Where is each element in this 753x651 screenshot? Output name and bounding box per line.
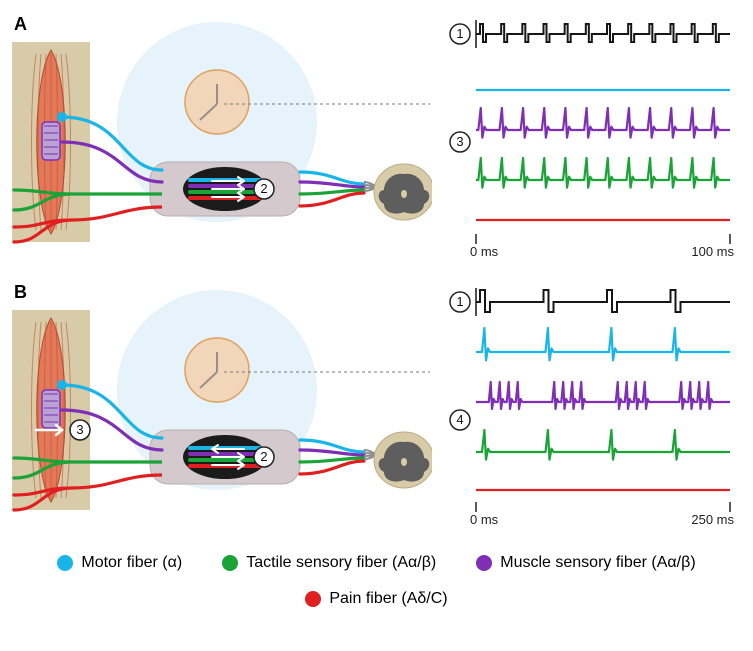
anatomy-diagram: 2 [12, 12, 432, 262]
time-end-label: 100 ms [691, 244, 734, 259]
svg-text:3: 3 [76, 422, 83, 437]
panel-a: A2130 ms100 ms [12, 12, 741, 262]
legend-item-pain: Pain fiber (Aδ/C) [305, 590, 447, 608]
svg-text:2: 2 [260, 449, 267, 464]
signal-traces: 1 3 0 ms 100 ms [446, 12, 736, 262]
legend-label: Pain fiber (Aδ/C) [329, 590, 447, 608]
legend: Motor fiber (α) Tactile sensory fiber (Aα… [12, 554, 741, 608]
tactile-color-dot [222, 555, 238, 571]
panel-b: B23140 ms250 ms [12, 280, 741, 530]
legend-item-muscle_sensory: Muscle sensory fiber (Aα/β) [476, 554, 695, 572]
muscle_sensory-color-dot [476, 555, 492, 571]
legend-item-tactile: Tactile sensory fiber (Aα/β) [222, 554, 436, 572]
time-end-label: 250 ms [691, 512, 734, 527]
svg-text:2: 2 [260, 181, 267, 196]
svg-text:1: 1 [456, 26, 463, 41]
signal-traces: 1 4 0 ms 250 ms [446, 280, 736, 530]
pain-color-dot [305, 591, 321, 607]
time-start-label: 0 ms [470, 512, 498, 527]
anatomy-diagram: 23 [12, 280, 432, 530]
legend-label: Motor fiber (α) [81, 554, 182, 572]
legend-label: Muscle sensory fiber (Aα/β) [500, 554, 695, 572]
legend-label: Tactile sensory fiber (Aα/β) [246, 554, 436, 572]
svg-text:3: 3 [456, 134, 463, 149]
motor-color-dot [57, 555, 73, 571]
svg-text:1: 1 [456, 294, 463, 309]
svg-text:4: 4 [456, 412, 463, 427]
time-start-label: 0 ms [470, 244, 498, 259]
legend-item-motor: Motor fiber (α) [57, 554, 182, 572]
